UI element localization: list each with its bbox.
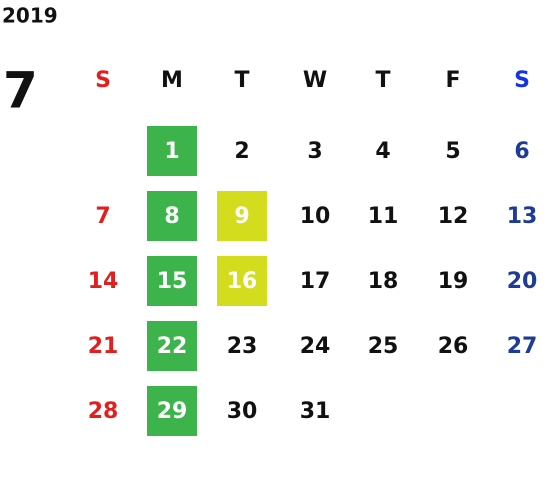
day: 10 <box>300 204 331 229</box>
weekday-header: M <box>161 68 183 93</box>
day: 12 <box>438 204 469 229</box>
day: 9 <box>234 204 249 229</box>
day: 13 <box>507 204 538 229</box>
day: 11 <box>368 204 399 229</box>
day: 26 <box>438 334 469 359</box>
weekday-header: S <box>95 68 111 93</box>
day: 4 <box>375 139 390 164</box>
weekday-header: F <box>445 68 460 93</box>
day: 31 <box>300 399 331 424</box>
month: 7 <box>3 62 38 120</box>
year: 2019 <box>2 4 58 28</box>
day: 5 <box>445 139 460 164</box>
day: 20 <box>507 269 538 294</box>
day-highlight <box>217 191 267 241</box>
weekday-header: W <box>303 68 327 93</box>
day: 8 <box>164 204 179 229</box>
day: 1 <box>164 139 179 164</box>
day-highlight <box>217 256 267 306</box>
weekday-header: T <box>234 68 249 93</box>
day: 3 <box>307 139 322 164</box>
day-highlight <box>147 256 197 306</box>
day: 17 <box>300 269 331 294</box>
day: 30 <box>227 399 258 424</box>
day: 28 <box>88 399 119 424</box>
day: 24 <box>300 334 331 359</box>
day: 15 <box>157 269 188 294</box>
day: 2 <box>234 139 249 164</box>
day: 6 <box>514 139 529 164</box>
day: 16 <box>227 269 258 294</box>
day: 7 <box>95 204 110 229</box>
day: 27 <box>507 334 538 359</box>
day: 25 <box>368 334 399 359</box>
day: 14 <box>88 269 119 294</box>
day: 19 <box>438 269 469 294</box>
weekday-header: T <box>375 68 390 93</box>
day: 22 <box>157 334 188 359</box>
day: 21 <box>88 334 119 359</box>
day: 23 <box>227 334 258 359</box>
day: 29 <box>157 399 188 424</box>
day-highlight <box>147 126 197 176</box>
day-highlight <box>147 191 197 241</box>
day-highlight <box>147 321 197 371</box>
weekday-header: S <box>514 68 530 93</box>
day-highlight <box>147 386 197 436</box>
day: 18 <box>368 269 399 294</box>
